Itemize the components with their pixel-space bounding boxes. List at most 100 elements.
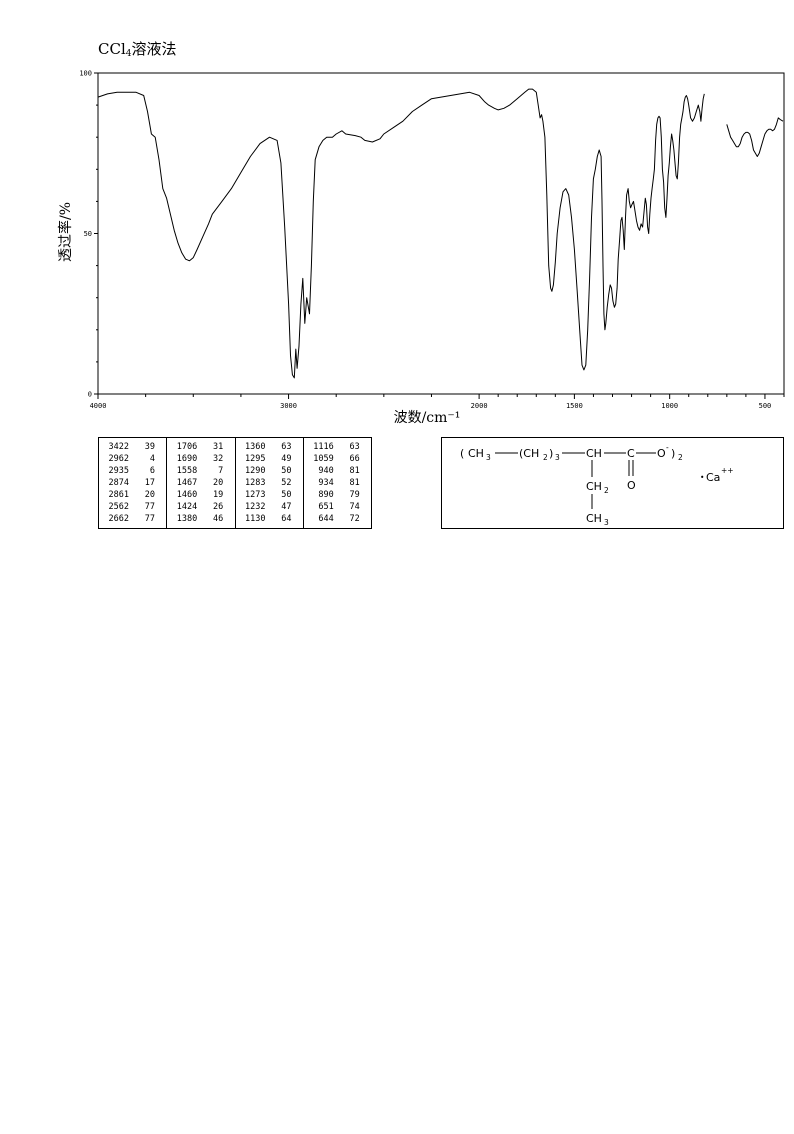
spectrum-series: [97, 88, 784, 379]
peak-transmittance: 46: [213, 514, 224, 524]
formula-ch2-count: 3: [555, 453, 560, 462]
formula-ch3-left: CH: [468, 447, 484, 460]
x-tick-label: 3000: [280, 402, 297, 410]
peak-transmittance: 63: [281, 442, 292, 452]
formula-carbonyl-c: C: [627, 447, 635, 460]
peak-wavenumber: 2662: [108, 514, 129, 524]
peak-table-row: 1467 20: [167, 477, 234, 489]
peak-transmittance: 81: [349, 466, 360, 476]
peak-transmittance: 39: [144, 442, 155, 452]
peak-wavenumber: 2874: [108, 478, 129, 488]
peak-transmittance: 63: [349, 442, 360, 452]
x-tick-label: 1500: [566, 402, 583, 410]
title-subscript: 4: [125, 49, 132, 59]
peak-table-row: 940 81: [304, 465, 371, 477]
peak-wavenumber: 1380: [176, 514, 198, 524]
structure-formula-box: ( CH 3 (CH 2 ) 3 CH C O - ) 2 O CH 2 CH …: [441, 437, 784, 529]
peak-table-row: 651 74: [304, 501, 371, 513]
formula-ch: CH: [586, 447, 602, 460]
formula-ch3-left-sub: 3: [486, 453, 491, 462]
peak-table-row: 2962 4: [99, 453, 166, 465]
peak-wavenumber: 1706: [176, 442, 198, 452]
formula-multiplier: 2: [678, 453, 683, 462]
peak-table-row: 2874 17: [99, 477, 166, 489]
y-axis-label: 透过率/%: [57, 202, 74, 262]
x-axis-label: 波数/cm⁻¹: [394, 410, 461, 426]
formula-o-minus: O: [657, 447, 666, 460]
x-tick-label: 2000: [471, 402, 488, 410]
peak-table-row: 1273 50: [236, 489, 303, 501]
formula-ch2-branch: CH: [586, 480, 602, 493]
peak-transmittance: 7: [218, 466, 224, 476]
peak-transmittance: 47: [281, 502, 292, 512]
peak-wavenumber: 1467: [176, 478, 198, 488]
peak-wavenumber: 890: [318, 490, 334, 500]
peak-wavenumber: 1116: [313, 442, 334, 452]
peak-table-row: 1460 19: [167, 489, 234, 501]
formula-double-o: O: [627, 479, 636, 492]
peak-table-row: 2861 20: [99, 489, 166, 501]
peak-transmittance: 66: [349, 454, 360, 464]
formula-ch2-branch-sub: 2: [604, 486, 609, 495]
peak-table-row: 1558 7: [167, 465, 234, 477]
peak-table-row: 1360 63: [236, 441, 303, 453]
title-suffix: 溶液法: [131, 40, 177, 58]
peak-wavenumber: 1290: [245, 466, 266, 476]
peak-wavenumber: 3422: [108, 442, 129, 452]
peak-transmittance: 77: [144, 502, 155, 512]
peak-wavenumber: 2562: [108, 502, 129, 512]
peak-transmittance: 81: [349, 478, 360, 488]
formula-o-minus-sup: -: [666, 443, 669, 452]
peak-transmittance: 49: [281, 454, 292, 464]
peak-table-row: 1295 49: [236, 453, 303, 465]
tick-labels: 4000 3000 2000 1500 1000 500 0 50 100: [79, 70, 771, 411]
peak-transmittance: 50: [281, 490, 292, 500]
peak-wavenumber: 2962: [108, 454, 129, 464]
peak-wavenumber: 1130: [245, 514, 266, 524]
peak-wavenumber: 1295: [245, 454, 266, 464]
peak-table-row: 1706 31: [167, 441, 234, 453]
peak-transmittance: 26: [213, 502, 224, 512]
peak-transmittance: 31: [213, 442, 224, 452]
peak-transmittance: 64: [281, 514, 292, 524]
peak-table-row: 890 79: [304, 489, 371, 501]
formula-ch3-branch-sub: 3: [604, 518, 609, 527]
peak-transmittance: 79: [349, 490, 360, 500]
peak-wavenumber: 940: [318, 466, 334, 476]
formula-ch2-group-close: ): [549, 447, 553, 460]
ir-spectrum-chart: 4000 3000 2000 1500 1000 500 0 50 100 波数/cm⁻¹ 透过…: [57, 70, 785, 426]
x-tick-label: 4000: [90, 402, 107, 410]
peak-table-row: 644 72: [304, 513, 371, 525]
peak-table-row: 1059 66: [304, 453, 371, 465]
peak-transmittance: 17: [144, 478, 155, 488]
peak-wavenumber: 1424: [176, 502, 198, 512]
peak-transmittance: 72: [349, 514, 360, 524]
formula-ch2-group-sub: 2: [543, 453, 548, 462]
peak-table-row: 2662 77: [99, 513, 166, 525]
peak-wavenumber: 1232: [245, 502, 266, 512]
peak-table-column: 1116 63 1059 66 940 81 934 81 890 79 651 74 644 72: [304, 438, 371, 528]
peak-transmittance: 20: [144, 490, 155, 500]
peak-wavenumber: 1690: [176, 454, 198, 464]
peak-table-row: 1283 52: [236, 477, 303, 489]
peak-wavenumber: 1283: [245, 478, 266, 488]
peak-transmittance: 50: [281, 466, 292, 476]
peak-table-row: 1116 63: [304, 441, 371, 453]
peak-table-row: 1290 50: [236, 465, 303, 477]
peak-table-row: 3422 39: [99, 441, 166, 453]
peak-wavenumber: 1360: [245, 442, 266, 452]
x-tick-label: 1000: [661, 402, 678, 410]
peak-table-row: 1380 46: [167, 513, 234, 525]
page-title: CCl4溶液法: [98, 38, 177, 59]
formula-ch3-branch: CH: [586, 512, 602, 525]
peak-wavenumber: 934: [318, 478, 334, 488]
spectrum-line-segment-1: [97, 88, 705, 379]
peak-table-row: 1232 47: [236, 501, 303, 513]
peak-transmittance: 32: [213, 454, 224, 464]
peak-transmittance: 77: [144, 514, 155, 524]
y-tick-label: 50: [84, 230, 92, 238]
axis-ticks: [94, 72, 785, 399]
cation-dot: •: [700, 473, 704, 482]
peak-transmittance: 52: [281, 478, 292, 488]
peak-table-row: 1424 26: [167, 501, 234, 513]
